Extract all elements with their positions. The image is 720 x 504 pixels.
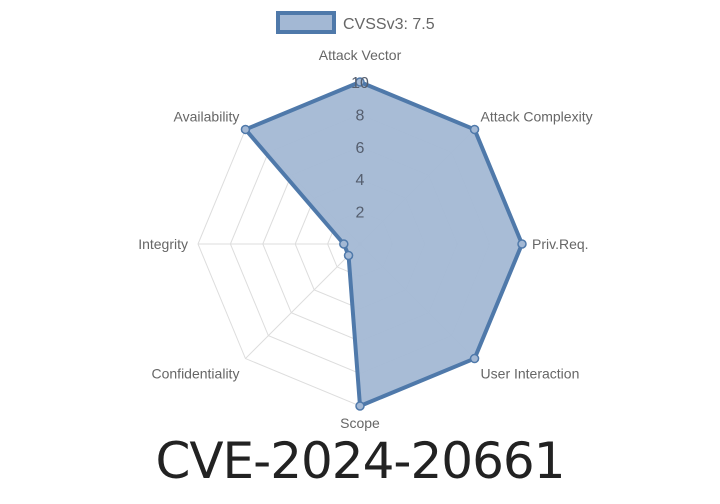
data-point[interactable] — [355, 77, 365, 87]
cve-title: CVE-2024-20661 — [155, 432, 565, 490]
tick-label: 8 — [356, 107, 365, 124]
data-point[interactable] — [355, 401, 365, 411]
axis-label: Priv.Req. — [532, 236, 589, 252]
axis-label: Availability — [174, 108, 240, 124]
legend-label: CVSSv3: 7.5 — [343, 16, 435, 33]
legend[interactable]: CVSSv3: 7.5 — [276, 11, 435, 34]
axis-label: Integrity — [138, 236, 188, 252]
tick-label: 10 — [351, 75, 369, 92]
data-point[interactable] — [469, 353, 480, 364]
radar-chart: 2 4 6 8 10 Attack Vector Attack Complexity Pri… — [138, 11, 593, 431]
axis-label: Confidentiality — [152, 366, 240, 382]
grid-spoke — [245, 243, 361, 359]
legend-swatch — [276, 11, 336, 34]
series-area — [240, 77, 527, 411]
axis-labels: Attack Vector Attack Complexity Priv.Req. U… — [138, 47, 592, 431]
tick-label: 2 — [356, 205, 365, 222]
data-point[interactable] — [469, 124, 480, 135]
axis-label: Attack Vector — [319, 47, 402, 63]
data-point[interactable] — [240, 124, 251, 135]
axis-label: Scope — [340, 415, 380, 431]
axis-label: User Interaction — [481, 366, 580, 382]
data-point[interactable] — [517, 239, 527, 249]
axis-label: Attack Complexity — [481, 108, 593, 124]
data-point[interactable] — [339, 239, 349, 249]
tick-label: 4 — [356, 172, 365, 189]
tick-labels: 2 4 6 8 10 — [351, 75, 369, 222]
data-point[interactable] — [343, 250, 354, 261]
tick-label: 6 — [356, 140, 365, 157]
